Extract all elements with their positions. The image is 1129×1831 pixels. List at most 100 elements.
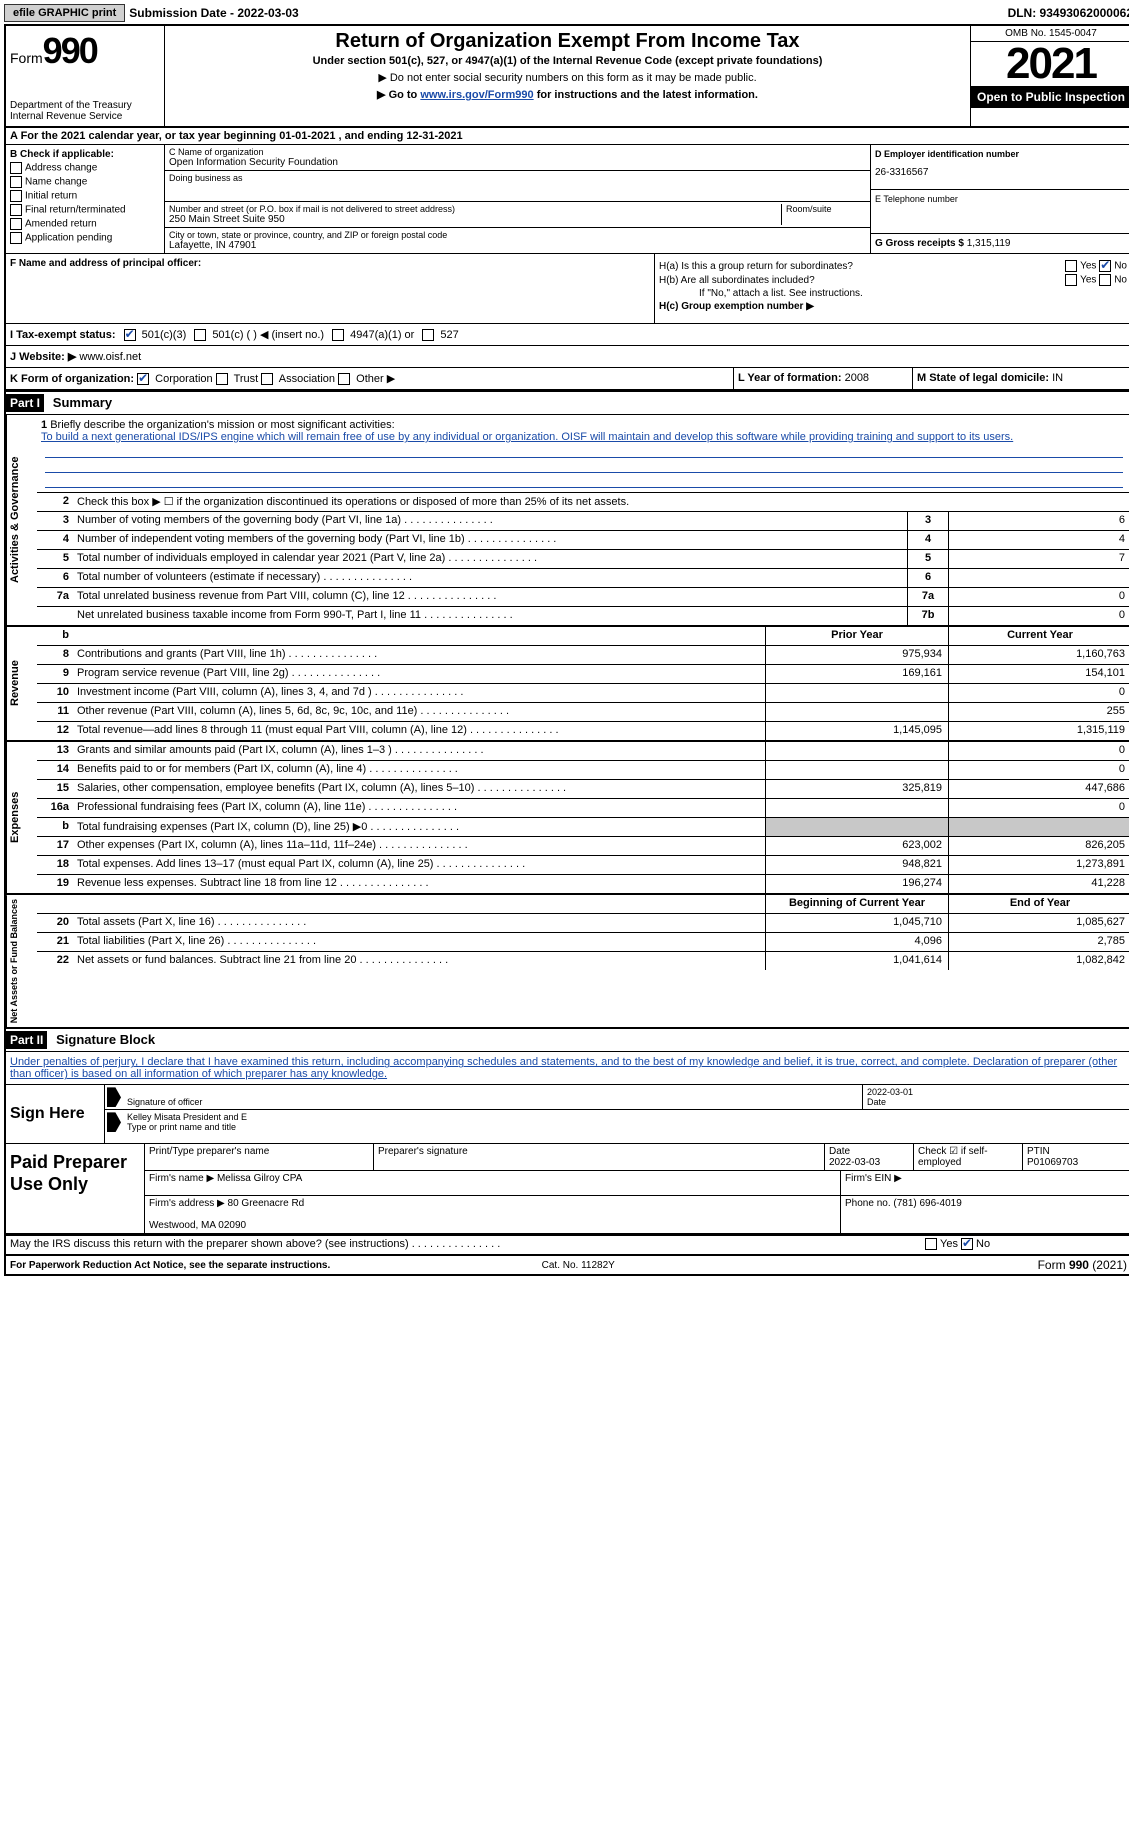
table-row: 14 Benefits paid to or for members (Part…: [37, 761, 1129, 780]
room-label: Room/suite: [786, 204, 866, 214]
hb-note: If "No," attach a list. See instructions…: [699, 288, 863, 299]
website-label: J Website: ▶: [10, 351, 76, 363]
dba-label: Doing business as: [169, 173, 866, 183]
tax-year: 2021: [971, 42, 1129, 86]
chk-initial[interactable]: Initial return: [10, 190, 160, 202]
chk-4947[interactable]: 4947(a)(1) or: [332, 329, 414, 341]
officer-sig-cell: Signature of officer: [123, 1085, 862, 1109]
irs-link[interactable]: www.irs.gov/Form990: [420, 89, 533, 101]
ha-text: H(a) Is this a group return for subordin…: [659, 261, 853, 272]
sign-here-label: Sign Here: [6, 1085, 105, 1143]
chk-amended[interactable]: Amended return: [10, 218, 160, 230]
dept-label: Department of the Treasury Internal Reve…: [10, 100, 160, 122]
part-1-title: Summary: [47, 395, 112, 410]
row-a: A For the 2021 calendar year, or tax yea…: [6, 128, 1129, 145]
mission-label: Briefly describe the organization's miss…: [50, 419, 394, 431]
table-row: 15 Salaries, other compensation, employe…: [37, 780, 1129, 799]
netassets-section: Net Assets or Fund Balances Beginning of…: [6, 893, 1129, 1027]
declaration-text: Under penalties of perjury, I declare th…: [10, 1056, 1117, 1080]
chk-trust[interactable]: Trust: [216, 373, 259, 385]
tax-status-label: I Tax-exempt status:: [10, 329, 116, 341]
inspection-badge: Open to Public Inspection: [971, 86, 1129, 108]
chk-pending[interactable]: Application pending: [10, 232, 160, 244]
prior-year-hdr: Prior Year: [765, 627, 948, 645]
chk-501c[interactable]: 501(c) ( ) ◀ (insert no.): [194, 328, 324, 341]
part-1-header: Part I Summary: [6, 391, 1129, 415]
line-1: 1 Briefly describe the organization's mi…: [37, 415, 1129, 492]
firm-ein: Firm's EIN ▶: [841, 1171, 1129, 1195]
paid-label: Paid Preparer Use Only: [6, 1144, 145, 1233]
revenue-section: Revenue b Prior Year Current Year 8 Cont…: [6, 625, 1129, 740]
current-year-hdr: Current Year: [948, 627, 1129, 645]
table-row: 22 Net assets or fund balances. Subtract…: [37, 952, 1129, 970]
topbar: efile GRAPHIC print Submission Date - 20…: [4, 4, 1129, 22]
gross-value: 1,315,119: [967, 238, 1011, 249]
row-i: I Tax-exempt status: 501(c)(3) 501(c) ( …: [6, 324, 1129, 346]
prep-selfemp[interactable]: Check ☑ if self-employed: [914, 1144, 1023, 1170]
goto-prefix: ▶ Go to: [377, 89, 420, 101]
chk-final[interactable]: Final return/terminated: [10, 204, 160, 216]
chk-name[interactable]: Name change: [10, 176, 160, 188]
ein-value: 26-3316567: [875, 167, 1127, 178]
table-row: 13 Grants and similar amounts paid (Part…: [37, 742, 1129, 761]
website-value: www.oisf.net: [79, 351, 141, 363]
form-label: Form: [10, 50, 43, 66]
table-row: 19 Revenue less expenses. Subtract line …: [37, 875, 1129, 893]
discuss-row: May the IRS discuss this return with the…: [6, 1235, 1129, 1256]
part-2-header: Part II Signature Block: [6, 1027, 1129, 1052]
page-footer: For Paperwork Reduction Act Notice, see …: [6, 1256, 1129, 1274]
table-row: 18 Total expenses. Add lines 13–17 (must…: [37, 856, 1129, 875]
table-row: 21 Total liabilities (Part X, line 26) 4…: [37, 933, 1129, 952]
form-subtitle: Under section 501(c), 527, or 4947(a)(1)…: [169, 55, 966, 67]
hb-text: H(b) Are all subordinates included?: [659, 275, 815, 286]
part-1-badge: Part I: [6, 394, 44, 412]
table-row: 17 Other expenses (Part IX, column (A), …: [37, 837, 1129, 856]
gross-label: G Gross receipts $: [875, 238, 964, 249]
part-2-title: Signature Block: [50, 1032, 155, 1047]
domicile-state: IN: [1052, 372, 1063, 384]
table-row: Net unrelated business taxable income fr…: [37, 607, 1129, 625]
city-value: Lafayette, IN 47901: [169, 240, 866, 251]
efile-button[interactable]: efile GRAPHIC print: [4, 4, 125, 22]
section-b-title: B Check if applicable:: [10, 149, 114, 160]
org-name-label: C Name of organization: [169, 147, 866, 157]
hc-text: H(c) Group exemption number ▶: [659, 301, 814, 312]
table-row: 4 Number of independent voting members o…: [37, 531, 1129, 550]
formation-label: L Year of formation:: [738, 372, 842, 384]
firm-name-cell: Firm's name ▶ Melissa Gilroy CPA: [145, 1171, 841, 1195]
form-title: Return of Organization Exempt From Incom…: [169, 30, 966, 53]
chk-527[interactable]: 527: [422, 329, 458, 341]
end-year-hdr: End of Year: [948, 895, 1129, 913]
prep-date: Date 2022-03-03: [825, 1144, 914, 1170]
city-label: City or town, state or province, country…: [169, 230, 866, 240]
chk-501c3[interactable]: 501(c)(3): [124, 329, 187, 341]
hb-yesno[interactable]: Yes No: [1065, 274, 1127, 286]
form-note-1: ▶ Do not enter social security numbers o…: [169, 71, 966, 84]
begin-year-hdr: Beginning of Current Year: [765, 895, 948, 913]
row-f: F Name and address of principal officer:…: [6, 254, 1129, 324]
form-number: 990: [43, 30, 97, 71]
sig-date-cell: 2022-03-01Date: [862, 1085, 1129, 1109]
mission-text: To build a next generational IDS/IPS eng…: [41, 431, 1013, 443]
form-note-2: ▶ Go to www.irs.gov/Form990 for instruct…: [169, 88, 966, 101]
officer-label: F Name and address of principal officer:: [10, 258, 201, 269]
part-2-badge: Part II: [6, 1031, 47, 1049]
line-2-num: 2: [37, 493, 73, 511]
ha-yesno[interactable]: Yes No: [1065, 260, 1127, 272]
chk-other[interactable]: Other ▶: [338, 373, 395, 385]
chk-assoc[interactable]: Association: [261, 373, 335, 385]
form-id: Form990: [10, 30, 160, 72]
street-label: Number and street (or P.O. box if mail i…: [169, 204, 777, 214]
row-k: K Form of organization: Corporation Trus…: [6, 368, 1129, 391]
declaration: Under penalties of perjury, I declare th…: [6, 1052, 1129, 1084]
ein-label: D Employer identification number: [875, 149, 1019, 159]
formation-year: 2008: [845, 372, 869, 384]
prep-name-lbl: Print/Type preparer's name: [145, 1144, 374, 1170]
section-b: B Check if applicable: Address change Na…: [6, 145, 165, 253]
domicile-label: M State of legal domicile:: [917, 372, 1049, 384]
discuss-yesno[interactable]: Yes No: [919, 1236, 1129, 1254]
chk-corp[interactable]: Corporation: [137, 373, 213, 385]
form-container: Form990 Department of the Treasury Inter…: [4, 24, 1129, 1276]
chk-address[interactable]: Address change: [10, 162, 160, 174]
officer-name-cell: Kelley Misata President and EType or pri…: [123, 1110, 1129, 1134]
